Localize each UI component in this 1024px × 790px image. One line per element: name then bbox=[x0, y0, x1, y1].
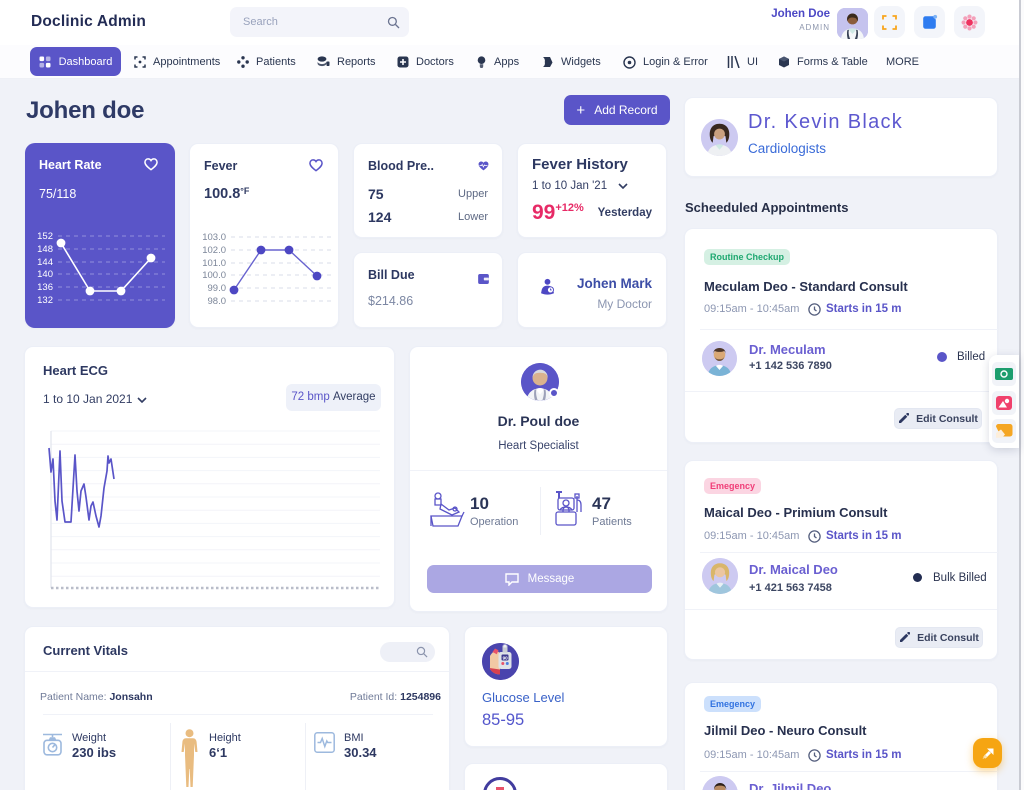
svg-text:103.0: 103.0 bbox=[202, 232, 226, 243]
svg-text:100.0: 100.0 bbox=[202, 270, 226, 281]
svg-text:99.0: 99.0 bbox=[208, 283, 227, 294]
svg-text:148: 148 bbox=[37, 244, 53, 255]
svg-text:90: 90 bbox=[503, 655, 509, 660]
svg-text:98.0: 98.0 bbox=[208, 296, 227, 307]
svg-text:101.0: 101.0 bbox=[202, 258, 226, 269]
svg-text:140: 140 bbox=[37, 269, 53, 280]
svg-text:152: 152 bbox=[37, 231, 53, 242]
svg-text:136: 136 bbox=[37, 282, 53, 293]
svg-text:144: 144 bbox=[37, 257, 53, 268]
svg-text:132: 132 bbox=[37, 295, 53, 306]
svg-text:102.0: 102.0 bbox=[202, 245, 226, 256]
